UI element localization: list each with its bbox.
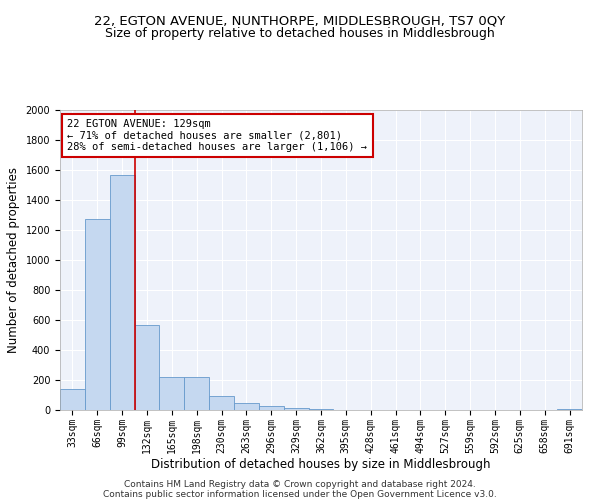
Y-axis label: Number of detached properties: Number of detached properties [7, 167, 20, 353]
Bar [284, 408, 308, 410]
Bar [60, 389, 85, 410]
Text: 22, EGTON AVENUE, NUNTHORPE, MIDDLESBROUGH, TS7 0QY: 22, EGTON AVENUE, NUNTHORPE, MIDDLESBROU… [94, 15, 506, 28]
Bar [110, 174, 134, 410]
Bar [557, 409, 582, 410]
Bar [134, 325, 160, 410]
Text: Contains HM Land Registry data © Crown copyright and database right 2024.
Contai: Contains HM Land Registry data © Crown c… [103, 480, 497, 500]
Bar [184, 377, 209, 410]
Text: 22 EGTON AVENUE: 129sqm
← 71% of detached houses are smaller (2,801)
28% of semi: 22 EGTON AVENUE: 129sqm ← 71% of detache… [67, 119, 367, 152]
Bar [85, 219, 110, 410]
Text: Size of property relative to detached houses in Middlesbrough: Size of property relative to detached ho… [105, 28, 495, 40]
Bar [234, 402, 259, 410]
Bar [308, 408, 334, 410]
Bar [160, 377, 184, 410]
Bar [209, 396, 234, 410]
X-axis label: Distribution of detached houses by size in Middlesbrough: Distribution of detached houses by size … [151, 458, 491, 471]
Bar [259, 406, 284, 410]
